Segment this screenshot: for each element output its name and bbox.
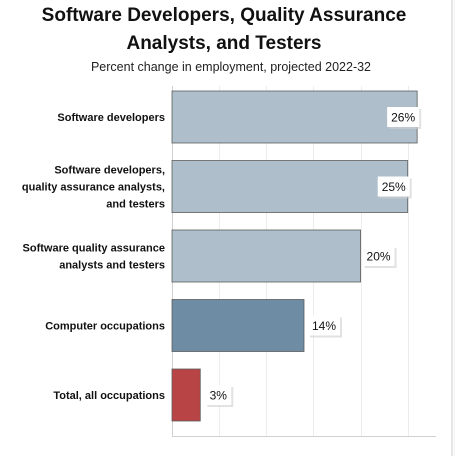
category-label: quality assurance analysts, — [22, 182, 165, 194]
value-label-box — [308, 315, 340, 336]
bar — [171, 299, 305, 352]
category-label: Software developers — [57, 112, 165, 124]
bar — [171, 229, 361, 283]
category-label: Computer occupations — [45, 321, 165, 333]
value-label-box — [362, 246, 395, 266]
value-label: 14% — [312, 319, 336, 333]
category-label: and testers — [106, 199, 165, 211]
category-label: Software developers, — [54, 165, 165, 177]
right-border — [451, 0, 453, 456]
value-label: 20% — [367, 250, 391, 264]
right-border-inner — [454, 0, 455, 456]
value-label-box — [377, 176, 410, 197]
value-label: 25% — [382, 180, 406, 194]
bar — [171, 368, 201, 422]
chart-title-line-1: Software Developers, Quality Assurance — [41, 5, 407, 26]
chart-title-line-2: Analysts, and Testers — [126, 33, 322, 54]
bar — [171, 160, 409, 213]
value-label-box — [387, 107, 420, 127]
bar — [171, 90, 418, 144]
value-label-box — [205, 385, 232, 405]
category-label: analysts and testers — [59, 260, 165, 272]
chart-subtitle: Percent change in employment, projected … — [90, 60, 372, 74]
category-label: Software quality assurance — [23, 243, 165, 255]
value-label: 3% — [210, 389, 228, 403]
chart-title: Software Developers, Quality Assurance A… — [0, 2, 448, 58]
value-label: 26% — [391, 111, 415, 125]
category-label: Total, all occupations — [53, 390, 165, 402]
